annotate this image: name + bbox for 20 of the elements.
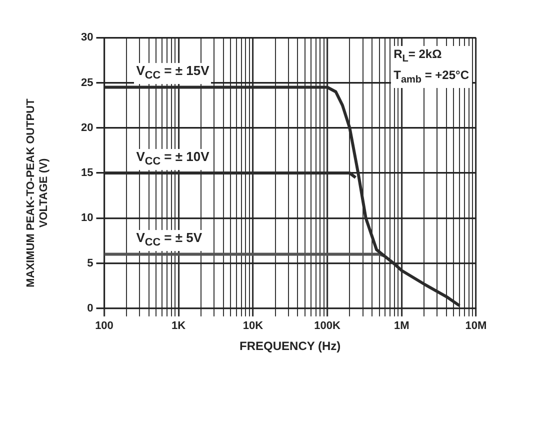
x-tick-label: 10K <box>242 320 264 332</box>
y-tick-label: 10 <box>80 212 94 224</box>
annotation: R$_{L}$= 2kΩ <box>394 46 443 66</box>
x-tick-label: 100 <box>95 320 114 332</box>
series-label: V$_{CC}$ = ± 5V <box>134 230 204 251</box>
y-tick-label: 30 <box>80 32 94 44</box>
series-label: V$_{CC}$ = ± 10V <box>134 149 212 170</box>
x-tick-label: 100K <box>314 320 340 332</box>
series-label: V$_{CC}$ = ± 15V <box>134 63 212 84</box>
y-tick-label: 0 <box>87 302 94 314</box>
x-axis-title: FREQUENCY (Hz) <box>240 339 341 354</box>
y-tick-label: 25 <box>80 76 94 89</box>
x-tick-label: 1K <box>172 320 186 332</box>
x-tick-label: 1M <box>394 320 410 332</box>
y-tick-label: 20 <box>80 122 94 134</box>
y-axis-title: MAXIMUM PEAK-TO-PEAK OUTPUT VOLTAGE (V) <box>25 98 51 290</box>
y-tick-label: 15 <box>80 167 94 180</box>
x-tick-label: 10M <box>465 320 487 332</box>
annotation: T$_{amb}$ = +25°C <box>394 66 469 88</box>
y-tick-label: 5 <box>87 257 94 270</box>
